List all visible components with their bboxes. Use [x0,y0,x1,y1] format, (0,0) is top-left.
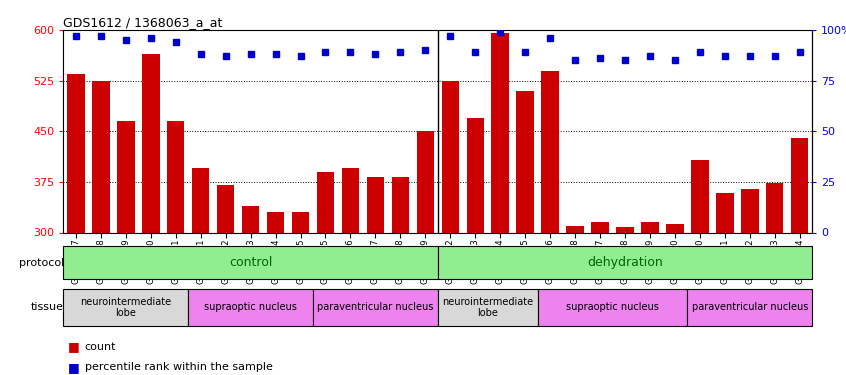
Text: neurointermediate
lobe: neurointermediate lobe [442,297,533,318]
Text: control: control [229,256,272,269]
Text: ■: ■ [68,361,80,374]
Bar [541,70,559,232]
Text: neurointermediate
lobe: neurointermediate lobe [80,297,172,318]
Bar [566,226,584,232]
Text: supraoptic nucleus: supraoptic nucleus [204,303,297,312]
Bar [687,289,812,326]
Bar [492,33,509,232]
Bar [416,131,434,232]
Bar [266,212,284,232]
Bar [63,289,188,326]
Bar [392,177,409,232]
Text: dehydration: dehydration [587,256,663,269]
Text: paraventricular nucleus: paraventricular nucleus [317,303,434,312]
Bar [666,224,684,232]
Bar [217,185,234,232]
Bar [192,168,210,232]
Bar [117,121,135,232]
Bar [616,227,634,232]
Bar [142,54,160,232]
Bar [442,81,459,232]
Text: GDS1612 / 1368063_a_at: GDS1612 / 1368063_a_at [63,16,222,29]
Bar [641,222,659,232]
Text: percentile rank within the sample: percentile rank within the sample [85,363,272,372]
Bar [92,81,110,232]
Bar [766,183,783,232]
Bar [188,289,313,326]
Bar [67,74,85,232]
Bar [313,289,437,326]
Bar [791,138,809,232]
Text: count: count [85,342,116,352]
Bar [316,172,334,232]
Bar [538,289,687,326]
Text: protocol: protocol [19,258,64,267]
Bar [242,206,260,232]
Bar [516,91,534,232]
Bar [167,121,184,232]
Bar [437,289,538,326]
Bar [342,168,360,232]
Bar [366,177,384,232]
Bar [437,246,812,279]
Bar [63,246,437,279]
Text: ■: ■ [68,340,80,353]
Text: supraoptic nucleus: supraoptic nucleus [566,303,659,312]
Bar [716,194,733,232]
Bar [466,118,484,232]
Bar [292,212,310,232]
Bar [741,189,759,232]
Text: tissue: tissue [31,303,64,312]
Bar [591,222,609,232]
Bar [691,160,709,232]
Text: paraventricular nucleus: paraventricular nucleus [691,303,808,312]
